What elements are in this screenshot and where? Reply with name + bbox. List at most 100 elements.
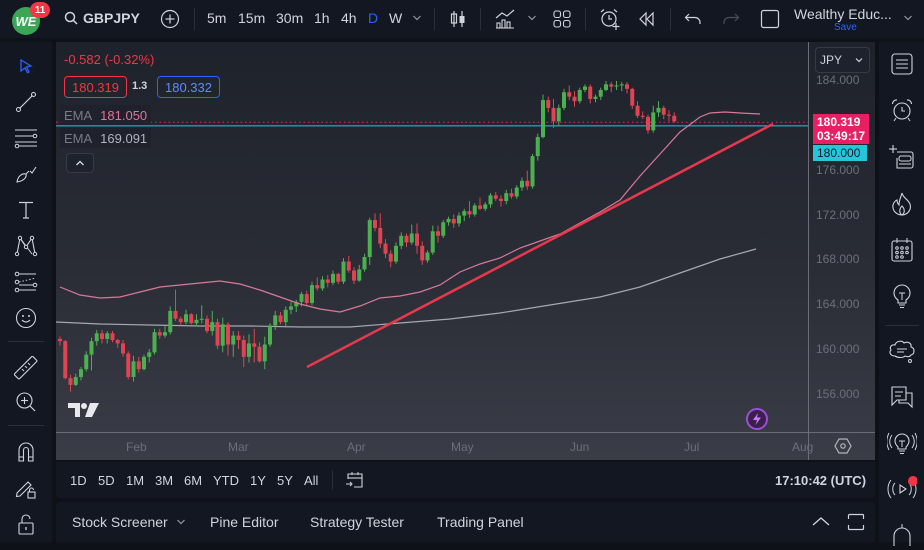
magnet-mode-button[interactable] [10, 436, 42, 468]
prediction-tool[interactable] [10, 266, 42, 298]
timeframe-5m[interactable]: 5m [207, 10, 227, 26]
currency-select[interactable]: JPY [815, 47, 870, 73]
measure-tool[interactable] [10, 352, 42, 384]
time-tick-label: May [451, 440, 474, 454]
maximize-panel-button[interactable] [847, 513, 865, 531]
buy-price: 180.332 [165, 79, 212, 95]
chevron-up-icon [76, 160, 84, 166]
timeframe-dropdown[interactable] [412, 14, 422, 22]
cursor-tool[interactable] [10, 50, 42, 82]
timeframe-4h[interactable]: 4h [341, 10, 357, 26]
brush-tool[interactable] [10, 158, 42, 190]
chats-button[interactable] [886, 335, 918, 367]
time-tick-label: Feb [126, 440, 147, 454]
price-tick-label: 176.000 [816, 162, 860, 177]
stock-screener-dropdown[interactable] [176, 518, 186, 526]
timeframe-30m[interactable]: 30m [276, 10, 304, 26]
timeframe-15m[interactable]: 15m [238, 10, 266, 26]
trend-line-icon [15, 91, 37, 113]
trend-line-tool[interactable] [10, 86, 42, 118]
undo-button[interactable] [684, 12, 702, 26]
candles-icon [450, 11, 465, 27]
hotlists-button[interactable] [886, 188, 918, 220]
pattern-tool[interactable] [10, 230, 42, 262]
indicator-value: 169.091 [100, 130, 148, 146]
range-5d[interactable]: 5D [98, 473, 115, 488]
range-1d[interactable]: 1D [70, 473, 87, 488]
range-6m[interactable]: 6M [184, 473, 203, 488]
create-alert-button[interactable] [598, 7, 622, 31]
range-1m[interactable]: 1M [126, 473, 145, 488]
timeframe-1h[interactable]: 1h [314, 10, 330, 26]
ema-legend-fast[interactable]: EMA 181.050 [60, 105, 152, 125]
calendar-button[interactable] [886, 234, 918, 266]
chat-bubbles-icon [891, 386, 913, 409]
price-axis-border [808, 42, 809, 460]
ideas-button[interactable] [886, 280, 918, 312]
utc-clock[interactable]: 17:10:42 (UTC) [775, 473, 867, 488]
live-streams-button[interactable] [886, 473, 918, 505]
layout-button[interactable] [552, 9, 572, 29]
indicator-name: EMA [64, 107, 93, 123]
watchlist-button[interactable] [886, 48, 918, 80]
timeframe-d[interactable]: D [368, 10, 379, 26]
chart-type-button[interactable] [449, 9, 467, 29]
news-flash-button[interactable] [746, 408, 768, 430]
range-all[interactable]: All [304, 473, 319, 488]
lock-drawings-button[interactable] [10, 472, 42, 504]
broadcast-play-icon [887, 476, 917, 499]
fullscreen-toggle[interactable] [760, 9, 780, 29]
layout-menu-dropdown[interactable] [903, 14, 913, 22]
notifications-button[interactable] [886, 518, 918, 550]
streams-button[interactable] [886, 427, 918, 459]
alarm-plus-icon [600, 9, 620, 30]
zoom-in-tool[interactable] [10, 386, 42, 418]
go-to-date-button[interactable] [345, 470, 365, 490]
tradingview-logo [68, 403, 99, 417]
tab-pine-editor[interactable]: Pine Editor [210, 514, 279, 530]
chevron-up-icon [812, 517, 830, 526]
compare-symbol-button[interactable] [160, 9, 180, 29]
alerts-button[interactable] [886, 94, 918, 126]
indicators-button[interactable] [494, 8, 516, 30]
divider [480, 8, 481, 30]
messages-button[interactable] [886, 381, 918, 413]
tab-strategy-tester[interactable]: Strategy Tester [310, 514, 404, 530]
save-button[interactable]: Save [834, 22, 857, 33]
tab-stock-screener[interactable]: Stock Screener [72, 514, 168, 530]
fib-tool[interactable] [10, 122, 42, 154]
plus-circle-icon [160, 9, 180, 29]
search-icon [64, 11, 78, 25]
lock-all-button[interactable] [10, 508, 42, 540]
layout-name[interactable]: Wealthy Educ... [794, 6, 892, 22]
price-tick-label: 184.000 [816, 73, 860, 87]
chart-settings-button[interactable] [834, 437, 852, 455]
redo-button[interactable] [722, 12, 740, 26]
horizontal-line-price-tag: 180.000 [813, 145, 867, 161]
current-price-tag: 180.319 03:49:17 [813, 114, 869, 144]
timeframe-w[interactable]: W [389, 10, 403, 26]
object-tree-button[interactable] [886, 141, 918, 173]
horizontal-lines-icon [14, 129, 38, 149]
chart-canvas[interactable] [56, 42, 875, 460]
tab-trading-panel[interactable]: Trading Panel [437, 514, 524, 530]
text-tool[interactable] [10, 194, 42, 226]
symbol-search[interactable]: GBPJPY [64, 10, 140, 26]
range-5y[interactable]: 5Y [277, 473, 293, 488]
collapse-legend-button[interactable] [66, 153, 94, 173]
sell-button[interactable]: 180.319 [64, 76, 127, 98]
lightbulb-icon [893, 284, 911, 308]
range-1y[interactable]: 1Y [250, 473, 266, 488]
unlock-icon [18, 514, 34, 535]
divider [434, 8, 435, 30]
range-ytd[interactable]: YTD [213, 473, 239, 488]
expand-panel-button[interactable] [811, 515, 831, 527]
replay-button[interactable] [638, 11, 656, 27]
divider [585, 8, 586, 30]
range-3m[interactable]: 3M [155, 473, 174, 488]
price-change: -0.582 (-0.32%) [64, 52, 155, 67]
indicators-dropdown[interactable] [527, 14, 537, 22]
buy-button[interactable]: 180.332 [157, 76, 220, 98]
ema-legend-slow[interactable]: EMA 169.091 [60, 128, 152, 148]
emoji-tool[interactable] [10, 302, 42, 334]
